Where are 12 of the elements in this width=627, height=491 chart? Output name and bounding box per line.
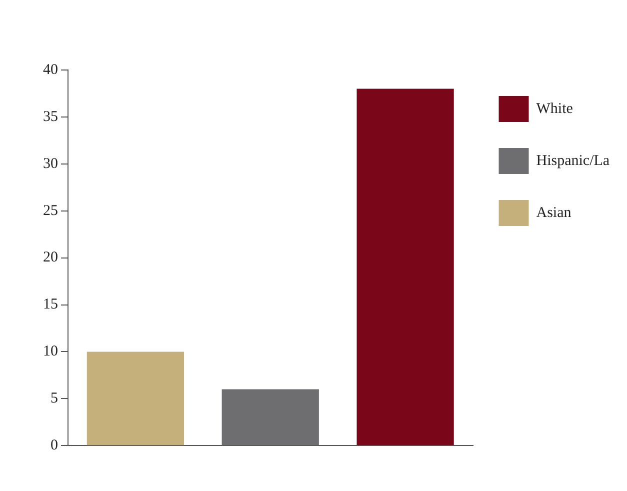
y-tick-label: 0 — [50, 438, 58, 454]
y-tick-label: 10 — [43, 344, 58, 360]
y-tick-label: 25 — [43, 202, 58, 219]
y-tick-label: 20 — [43, 250, 58, 266]
legend-label: Hispanic/La — [536, 152, 610, 169]
legend-label: White — [536, 100, 574, 117]
y-tick-label: 15 — [43, 296, 58, 313]
y-tick-label: 35 — [43, 108, 58, 125]
y-tick-label: 40 — [43, 62, 58, 78]
y-tick-label: 5 — [50, 390, 58, 407]
legend-label: Asian — [536, 204, 572, 221]
y-tick-label: 30 — [43, 156, 58, 172]
